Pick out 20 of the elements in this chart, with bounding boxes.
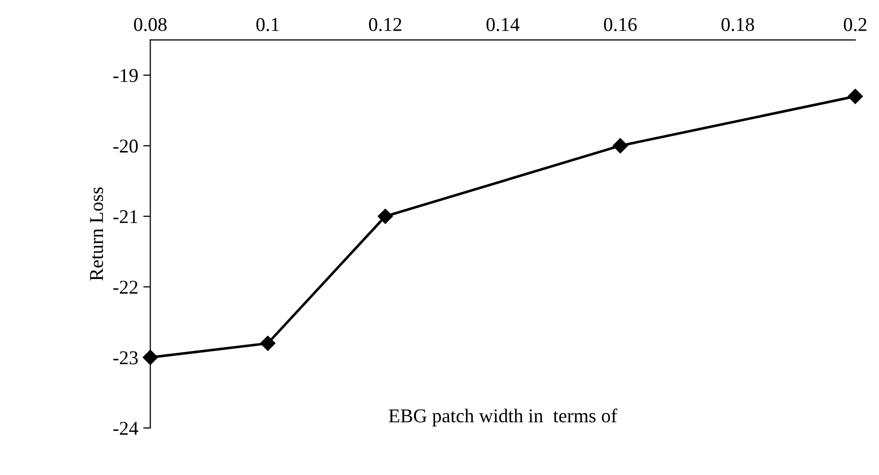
- y-tick-label: -23: [113, 351, 138, 364]
- x-tick-label: 0.2: [844, 18, 866, 32]
- x-axis-title: EBG patch width in terms of: [388, 408, 618, 426]
- y-tick-label: -24: [113, 422, 138, 435]
- y-tick-label: -20: [113, 140, 138, 153]
- x-tick-label: 0.18: [722, 18, 754, 32]
- y-tick-label: -22: [113, 280, 138, 294]
- point: [612, 138, 628, 154]
- x-tick-label: 0.08: [134, 18, 167, 32]
- y-tick-label: -19: [113, 69, 138, 82]
- x-tick-label: 0.1: [256, 18, 279, 32]
- point: [142, 350, 158, 365]
- x-tick-label: 0.14: [486, 18, 520, 32]
- y-tick-label: -21: [113, 210, 138, 224]
- y-axis-title: Return Loss: [90, 187, 104, 281]
- point: [378, 208, 393, 224]
- point: [848, 88, 863, 104]
- point: [260, 336, 276, 351]
- x-tick-label: 0.16: [604, 18, 637, 32]
- x-tick-label: 0.12: [369, 18, 402, 32]
